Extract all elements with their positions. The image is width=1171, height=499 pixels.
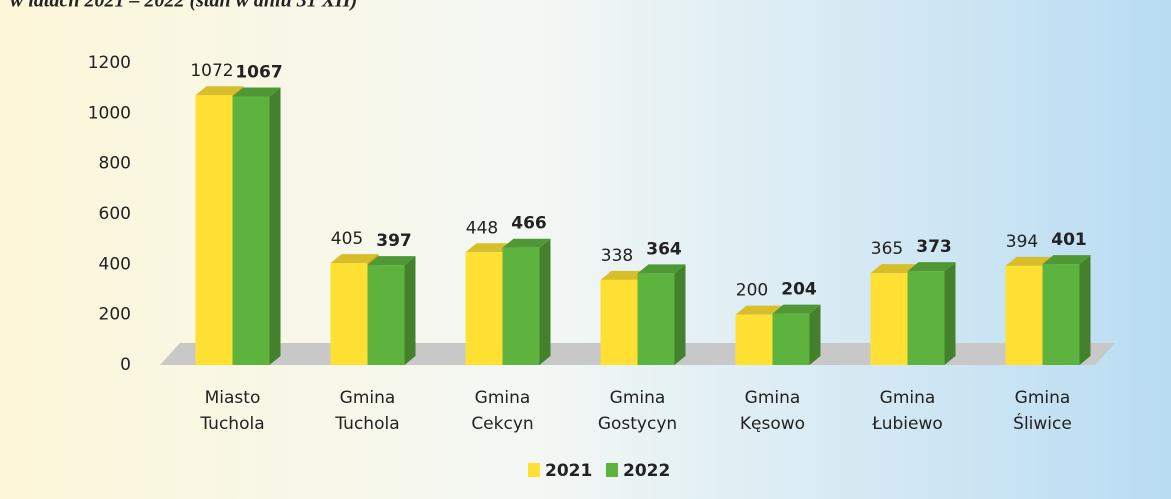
bar (772, 313, 810, 365)
bar (1042, 264, 1080, 365)
bar (735, 314, 773, 365)
bar-side (1079, 255, 1091, 365)
bar-top (870, 264, 919, 274)
y-tick-label: 200 (99, 305, 131, 325)
y-tick-label: 600 (99, 204, 131, 224)
x-tick-label: Śliwice (1013, 412, 1072, 434)
bar (330, 263, 368, 365)
y-tick-label: 800 (99, 154, 131, 174)
bar-top (600, 270, 649, 280)
value-label: 397 (376, 231, 412, 251)
value-label: 448 (466, 218, 498, 238)
bar-side (809, 304, 821, 365)
bar (502, 247, 540, 365)
value-label: 394 (1006, 232, 1038, 252)
value-label: 373 (916, 237, 952, 257)
x-tick-label: Gmina (880, 388, 936, 408)
bar (907, 271, 945, 365)
x-tick-label: Gmina (1015, 388, 1071, 408)
bar-side (269, 87, 281, 365)
value-label: 338 (601, 246, 633, 266)
value-label: 200 (736, 281, 768, 301)
x-tick-label: Gmina (340, 388, 396, 408)
value-label: 364 (646, 239, 682, 259)
x-tick-label: Miasto (205, 388, 261, 408)
bar-side (539, 238, 551, 365)
bar (637, 273, 675, 365)
bar-top (735, 305, 784, 315)
bar-top (907, 262, 956, 272)
x-tick-label: Gostycyn (598, 414, 677, 434)
x-tick-label: Łubiewo (871, 414, 943, 434)
legend-swatch (606, 463, 618, 477)
bar (367, 265, 405, 365)
bar-top (502, 238, 551, 248)
bar-top (232, 87, 281, 97)
chart-title: w latach 2021 – 2022 (stan w dniu 31 XII… (10, 0, 357, 12)
bar-top (367, 256, 416, 266)
y-tick-label: 1000 (88, 103, 131, 123)
bar-top (772, 304, 821, 314)
x-tick-label: Tuchola (334, 414, 399, 434)
y-tick-label: 0 (120, 355, 131, 375)
bar (232, 96, 270, 365)
value-label: 466 (511, 214, 547, 234)
bar-side (944, 262, 956, 365)
bar (1005, 265, 1043, 365)
bar-top (1005, 256, 1054, 266)
value-label: 1072 (190, 61, 233, 81)
legend-swatch (528, 463, 540, 477)
x-tick-label: Cekcyn (471, 414, 533, 434)
x-tick-label: Gmina (475, 388, 531, 408)
value-label: 204 (781, 280, 817, 300)
bar-top (330, 254, 379, 264)
x-tick-label: Gmina (745, 388, 801, 408)
x-tick-label: Kęsowo (740, 414, 805, 434)
x-tick-label: Gmina (610, 388, 666, 408)
bar-top (195, 86, 244, 96)
bar-side (674, 264, 686, 365)
bar (195, 95, 233, 366)
value-label: 401 (1051, 230, 1087, 250)
bar (465, 252, 503, 365)
y-tick-label: 1200 (88, 53, 131, 73)
value-label: 405 (331, 229, 363, 249)
y-tick-label: 400 (99, 254, 131, 274)
bar-top (637, 264, 686, 274)
bar-top (465, 243, 514, 253)
bar (600, 279, 638, 365)
value-label: 365 (871, 239, 903, 259)
x-tick-label: Tuchola (199, 414, 264, 434)
bar-side (404, 256, 416, 365)
legend-label: 2022 (623, 461, 670, 481)
bar (870, 273, 908, 365)
value-label: 1067 (235, 62, 282, 82)
legend-label: 2021 (545, 461, 592, 481)
bar-top (1042, 255, 1091, 265)
